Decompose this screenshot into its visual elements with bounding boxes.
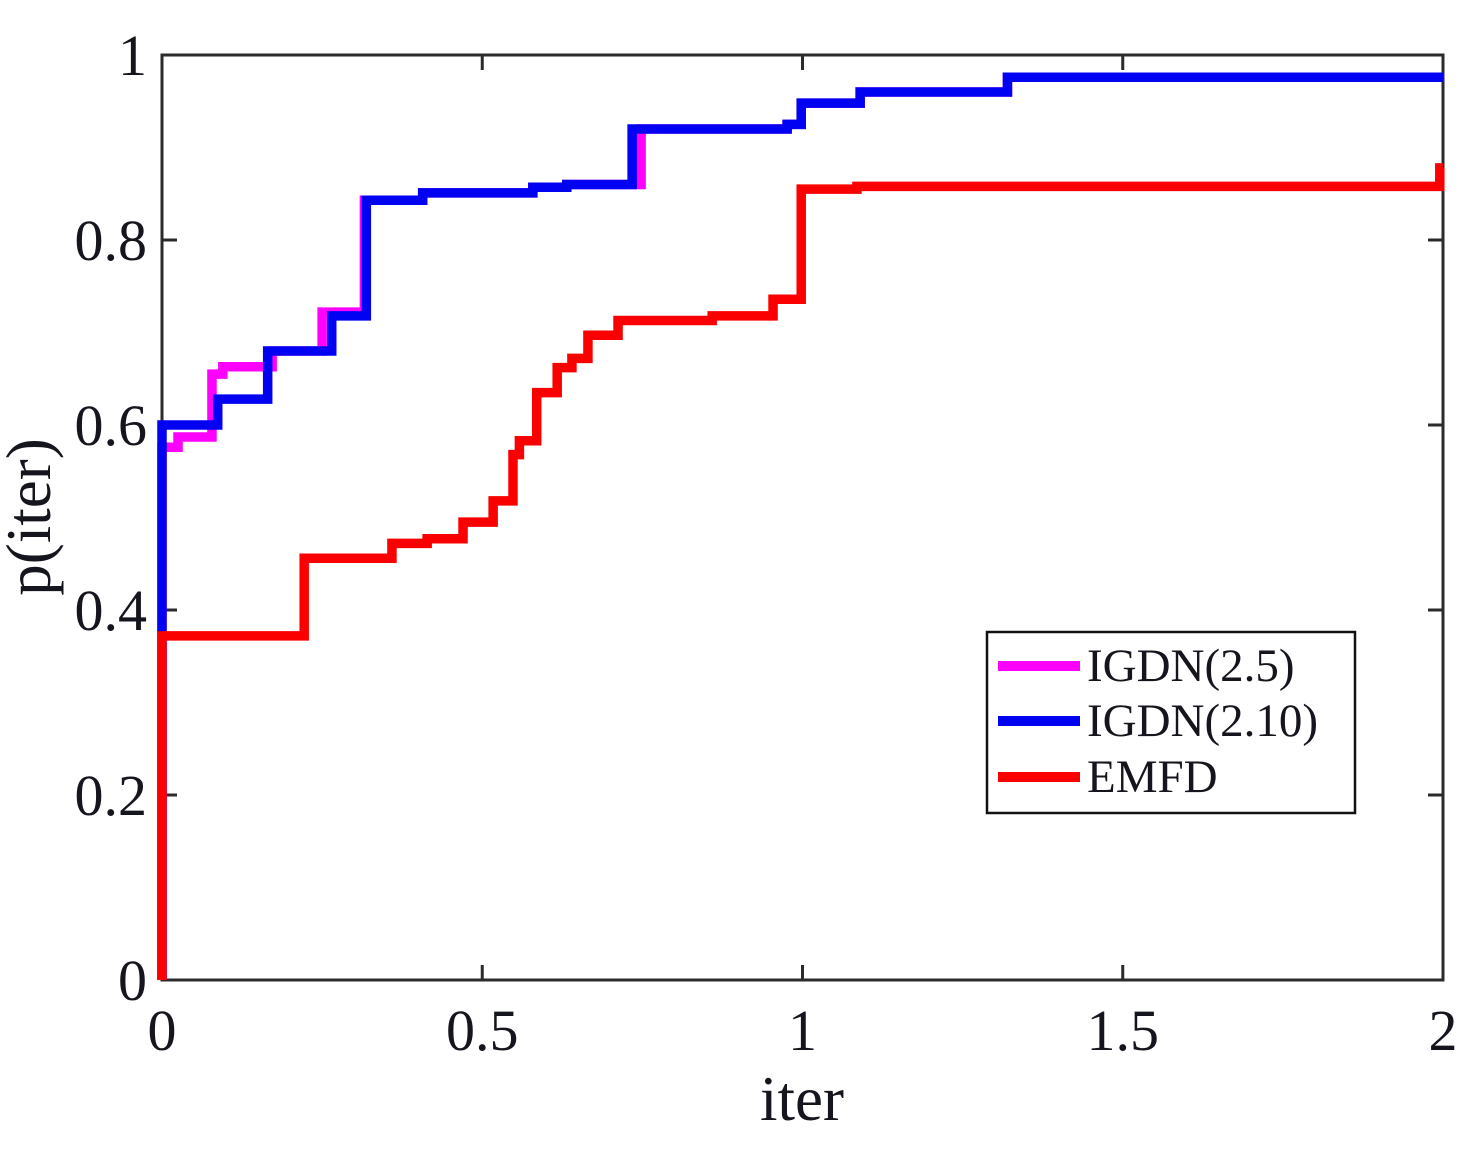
x-tick-label: 1 (788, 998, 817, 1063)
y-tick-label: 0.6 (75, 393, 148, 458)
x-tick-label: 2 (1429, 998, 1458, 1063)
x-axis-label: iter (760, 1064, 844, 1134)
y-tick-label: 0.4 (75, 578, 148, 643)
y-tick-label: 0.8 (75, 208, 148, 273)
legend-label-igdn-2-5: IGDN(2.5) (1087, 640, 1295, 692)
legend: IGDN(2.5) IGDN(2.10) EMFD (985, 630, 1357, 815)
legend-label-emfd: EMFD (1087, 751, 1218, 803)
y-tick-label: 0 (118, 948, 147, 1013)
series-igdn-2-10-line (157, 72, 1443, 980)
x-tick-label: 0.5 (446, 998, 519, 1063)
legend-label-igdn-2-10: IGDN(2.10) (1087, 695, 1318, 747)
tick-labels: 0 0.5 1 1.5 2 0 0.2 0.4 0.6 0.8 1 (75, 23, 1458, 1063)
y-tick-label: 0.2 (75, 763, 148, 828)
x-tick-label: 0 (148, 998, 177, 1063)
series-emfd-line (157, 163, 1445, 980)
y-tick-label: 1 (118, 23, 147, 88)
y-axis-label: p(iter) (0, 438, 64, 595)
x-tick-label: 1.5 (1087, 998, 1160, 1063)
